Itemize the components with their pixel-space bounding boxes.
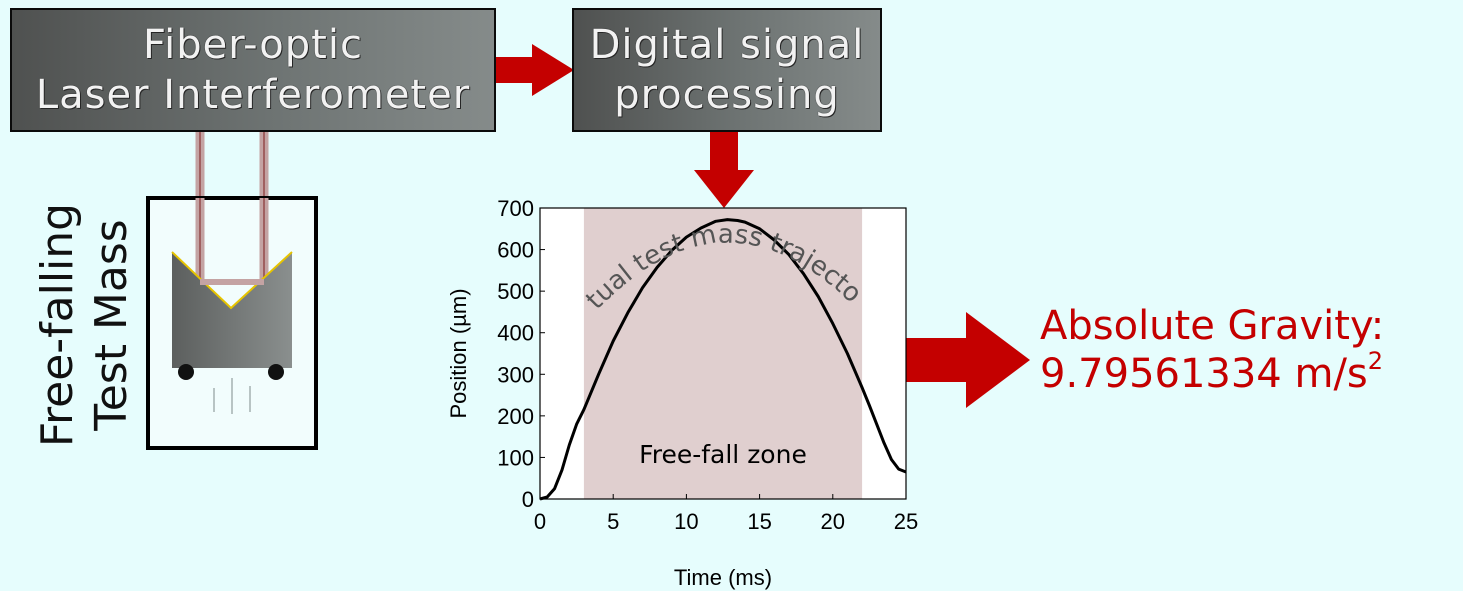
test-mass-body (171, 251, 293, 414)
y-axis-label: Position (µm) (446, 288, 471, 418)
y-tick-label: 0 (522, 487, 534, 512)
free-fall-zone (583, 208, 863, 499)
plot-frame (539, 207, 907, 500)
y-tick-label: 100 (497, 445, 534, 470)
test-mass-wheel-left (178, 364, 194, 380)
test-mass-label: Free-falling Test Mass (20, 202, 150, 448)
trajectory-line (539, 218, 907, 501)
x-tick-label: 20 (821, 509, 845, 534)
interferometer-line2: Laser Interferometer (35, 72, 471, 118)
free-fall-zone-label: Free-fall zone (639, 440, 807, 469)
y-tick-label: 400 (497, 321, 534, 346)
arrow-dsp-to-chart (694, 132, 754, 208)
test-mass-label-line1: Free-falling (32, 202, 83, 448)
arrow-interferometer-to-dsp (496, 44, 574, 96)
interferometer-line1: Fiber-optic (143, 22, 363, 68)
x-tick-label: 5 (607, 509, 619, 534)
test-mass-wheel-right (268, 364, 284, 380)
gravity-unit-exponent: 2 (1367, 347, 1384, 375)
x-tick-label: 0 (534, 509, 546, 534)
x-tick-label: 25 (894, 509, 918, 534)
y-tick-label: 500 (497, 279, 534, 304)
y-tick-label: 600 (497, 238, 534, 263)
dsp-line1: Digital signal (589, 22, 865, 68)
gravity-result: Absolute Gravity: 9.79561334 m/s2 (1040, 302, 1384, 398)
motion-lines-icon (213, 378, 251, 414)
gravity-value: 9.79561334 m/s (1040, 351, 1368, 397)
y-tick-label: 700 (497, 196, 534, 221)
interferometer-box: Fiber-optic Laser Interferometer (10, 8, 496, 132)
dsp-box: Digital signal processing (572, 8, 882, 132)
gravity-label: Absolute Gravity: (1040, 303, 1385, 349)
y-tick-label: 200 (497, 404, 534, 429)
x-tick-label: 10 (674, 509, 698, 534)
y-tick-label: 300 (497, 362, 534, 387)
test-mass-label-line2: Test Mass (86, 219, 137, 431)
laser-beam-inner (195, 198, 269, 282)
x-tick-label: 15 (747, 509, 771, 534)
x-axis-label: Time (ms) (674, 565, 772, 590)
dsp-line2: processing (614, 72, 840, 118)
arrow-chart-to-result (906, 312, 1030, 408)
gravity-value-line: 9.79561334 m/s2 (1040, 347, 1384, 398)
